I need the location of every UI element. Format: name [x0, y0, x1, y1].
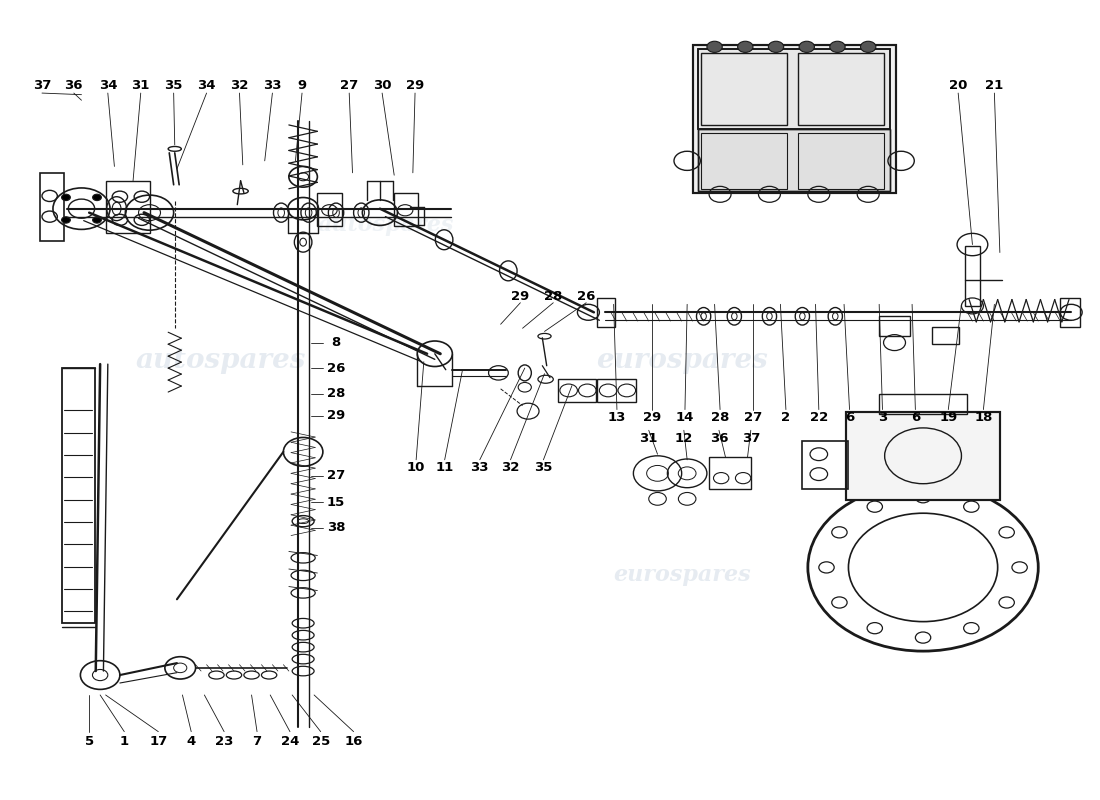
Text: 26: 26 — [327, 362, 345, 374]
Bar — [932, 326, 959, 344]
Text: 31: 31 — [639, 432, 658, 445]
Text: 18: 18 — [975, 411, 992, 424]
Bar — [597, 298, 615, 326]
Bar — [394, 193, 418, 226]
Text: 30: 30 — [373, 78, 392, 91]
Bar — [698, 129, 890, 191]
Text: 5: 5 — [85, 734, 94, 748]
Bar — [693, 46, 895, 193]
Bar — [879, 394, 967, 414]
Circle shape — [738, 42, 754, 53]
Text: 35: 35 — [535, 462, 552, 474]
Circle shape — [768, 42, 783, 53]
Bar — [106, 181, 150, 233]
Text: 25: 25 — [311, 734, 330, 748]
Text: 33: 33 — [263, 78, 282, 91]
Bar — [879, 316, 910, 336]
Bar — [846, 412, 1000, 500]
Text: 21: 21 — [986, 78, 1003, 91]
Text: 2: 2 — [781, 411, 791, 424]
Bar — [62, 368, 95, 623]
Text: 26: 26 — [578, 290, 595, 303]
Text: autospares: autospares — [317, 214, 453, 236]
Text: 11: 11 — [436, 462, 454, 474]
Text: 7: 7 — [253, 734, 262, 748]
Text: 16: 16 — [344, 734, 363, 748]
Bar — [698, 50, 890, 129]
Circle shape — [707, 42, 723, 53]
Text: 14: 14 — [675, 411, 694, 424]
Text: 33: 33 — [471, 462, 490, 474]
Text: 8: 8 — [331, 336, 341, 349]
Text: 32: 32 — [230, 78, 249, 91]
Text: 28: 28 — [711, 411, 729, 424]
Bar — [558, 379, 596, 402]
Text: 10: 10 — [407, 462, 426, 474]
Bar — [798, 133, 883, 189]
Text: 35: 35 — [165, 78, 183, 91]
Text: 27: 27 — [340, 78, 359, 91]
Text: 19: 19 — [939, 411, 957, 424]
Text: 36: 36 — [65, 78, 84, 91]
Text: 27: 27 — [327, 470, 345, 482]
Text: 28: 28 — [544, 290, 562, 303]
Text: 4: 4 — [187, 734, 196, 748]
Text: 36: 36 — [710, 432, 728, 445]
Text: eurospares: eurospares — [613, 564, 750, 586]
Text: 23: 23 — [214, 734, 233, 748]
Text: 6: 6 — [911, 411, 920, 424]
Text: autospares: autospares — [135, 346, 306, 374]
Text: 17: 17 — [150, 734, 167, 748]
Text: 29: 29 — [642, 411, 661, 424]
Circle shape — [92, 217, 101, 223]
Bar — [702, 54, 786, 125]
Bar — [597, 379, 636, 402]
Text: 38: 38 — [327, 521, 345, 534]
Circle shape — [860, 42, 876, 53]
Bar — [846, 412, 1000, 500]
Bar — [698, 50, 890, 129]
Text: 37: 37 — [741, 432, 760, 445]
Text: 12: 12 — [674, 432, 693, 445]
Text: 1: 1 — [120, 734, 129, 748]
Text: 3: 3 — [878, 411, 887, 424]
Text: 29: 29 — [512, 290, 529, 303]
Text: 15: 15 — [327, 495, 345, 509]
Text: 32: 32 — [502, 462, 519, 474]
Circle shape — [62, 217, 70, 223]
Bar — [710, 458, 751, 490]
Bar — [698, 129, 890, 191]
Text: 13: 13 — [607, 411, 626, 424]
Text: 9: 9 — [297, 78, 307, 91]
Text: 34: 34 — [99, 78, 117, 91]
Text: 28: 28 — [327, 387, 345, 400]
Bar — [1060, 298, 1080, 326]
Text: 22: 22 — [810, 411, 828, 424]
Text: 29: 29 — [406, 78, 425, 91]
Text: 34: 34 — [197, 78, 216, 91]
Bar — [693, 46, 895, 193]
Bar — [318, 193, 341, 226]
Circle shape — [62, 194, 70, 201]
Text: 27: 27 — [744, 411, 762, 424]
Bar — [965, 246, 980, 306]
Circle shape — [799, 42, 814, 53]
Text: 31: 31 — [132, 78, 150, 91]
Circle shape — [92, 194, 101, 201]
Text: eurospares: eurospares — [596, 346, 768, 374]
Text: 6: 6 — [845, 411, 855, 424]
Bar — [40, 173, 64, 241]
Circle shape — [829, 42, 845, 53]
Text: 24: 24 — [280, 734, 299, 748]
Bar — [802, 442, 848, 490]
Text: 20: 20 — [949, 78, 967, 91]
Text: 29: 29 — [327, 410, 345, 422]
Bar — [798, 54, 883, 125]
Text: 37: 37 — [33, 78, 52, 91]
Bar — [702, 133, 786, 189]
